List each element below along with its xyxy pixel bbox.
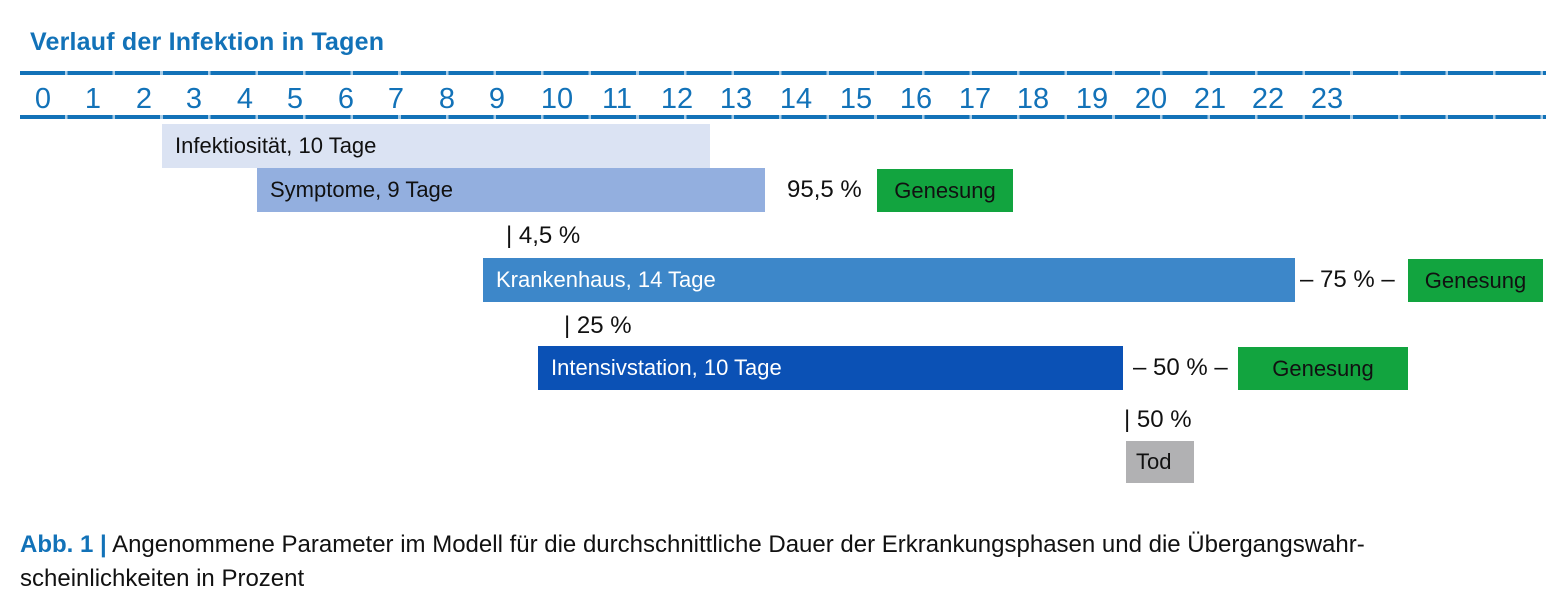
- intensivstation-entry-probability: | 25 %: [564, 312, 632, 339]
- day-tick-label: 10: [540, 83, 574, 115]
- day-tick-label: 17: [958, 83, 992, 115]
- genesung-box-krankenhaus: Genesung: [1408, 259, 1543, 302]
- symptome-recovery-probability: 95,5 %: [787, 176, 862, 203]
- day-tick-label: 15: [839, 83, 873, 115]
- day-tick-label: 12: [660, 83, 694, 115]
- day-tick-label: 21: [1193, 83, 1227, 115]
- day-tick-label: 22: [1251, 83, 1285, 115]
- krankenhaus-recovery-probability: – 75 % –: [1300, 266, 1395, 293]
- day-tick-label: 6: [337, 83, 355, 115]
- intensivstation-recovery-probability: – 50 % –: [1133, 354, 1228, 381]
- chart-title: Verlauf der Infektion in Tagen: [30, 28, 385, 56]
- axis-ruler-line-bottom: [20, 115, 1546, 119]
- day-tick-label: 3: [185, 83, 203, 115]
- day-tick-label: 20: [1134, 83, 1168, 115]
- day-tick-label: 1: [84, 83, 102, 115]
- day-axis-labels: 0 1 2 3 4 5 6 7 8 9 10 11 12 13 14 15 16 17 18 19 20 21 22 23: [0, 84, 1566, 114]
- day-tick-label: 8: [438, 83, 456, 115]
- day-tick-label: 18: [1016, 83, 1050, 115]
- day-tick-label: 19: [1075, 83, 1109, 115]
- day-tick-label: 7: [387, 83, 405, 115]
- genesung-box-symptome: Genesung: [877, 169, 1013, 212]
- day-tick-label: 4: [236, 83, 254, 115]
- day-tick-label: 5: [286, 83, 304, 115]
- day-tick-label: 2: [135, 83, 153, 115]
- day-tick-label: 16: [899, 83, 933, 115]
- day-tick-label: 0: [34, 83, 52, 115]
- tod-entry-probability: | 50 %: [1124, 406, 1192, 433]
- day-tick-label: 11: [601, 83, 633, 115]
- axis-ruler-line-top: [20, 71, 1546, 75]
- caption-text-line1: Angenommene Parameter im Modell für die …: [112, 531, 1365, 558]
- bar-symptome: Symptome, 9 Tage: [257, 168, 765, 212]
- bar-intensivstation: Intensivstation, 10 Tage: [538, 346, 1123, 390]
- tod-box: Tod: [1126, 441, 1194, 483]
- figure-caption: Abb. 1 | Angenommene Parameter im Modell…: [20, 528, 1550, 596]
- krankenhaus-entry-probability: | 4,5 %: [506, 222, 581, 249]
- bar-krankenhaus: Krankenhaus, 14 Tage: [483, 258, 1295, 302]
- genesung-box-intensivstation: Genesung: [1238, 347, 1408, 390]
- day-tick-label: 9: [488, 83, 506, 115]
- bar-infektiositaet: Infektiosität, 10 Tage: [162, 124, 710, 168]
- day-tick-label: 23: [1310, 83, 1344, 115]
- caption-figure-number: Abb. 1 |: [20, 531, 107, 558]
- day-tick-label: 13: [719, 83, 753, 115]
- caption-text-line2: scheinlichkeiten in Prozent: [20, 565, 305, 592]
- day-tick-label: 14: [779, 83, 813, 115]
